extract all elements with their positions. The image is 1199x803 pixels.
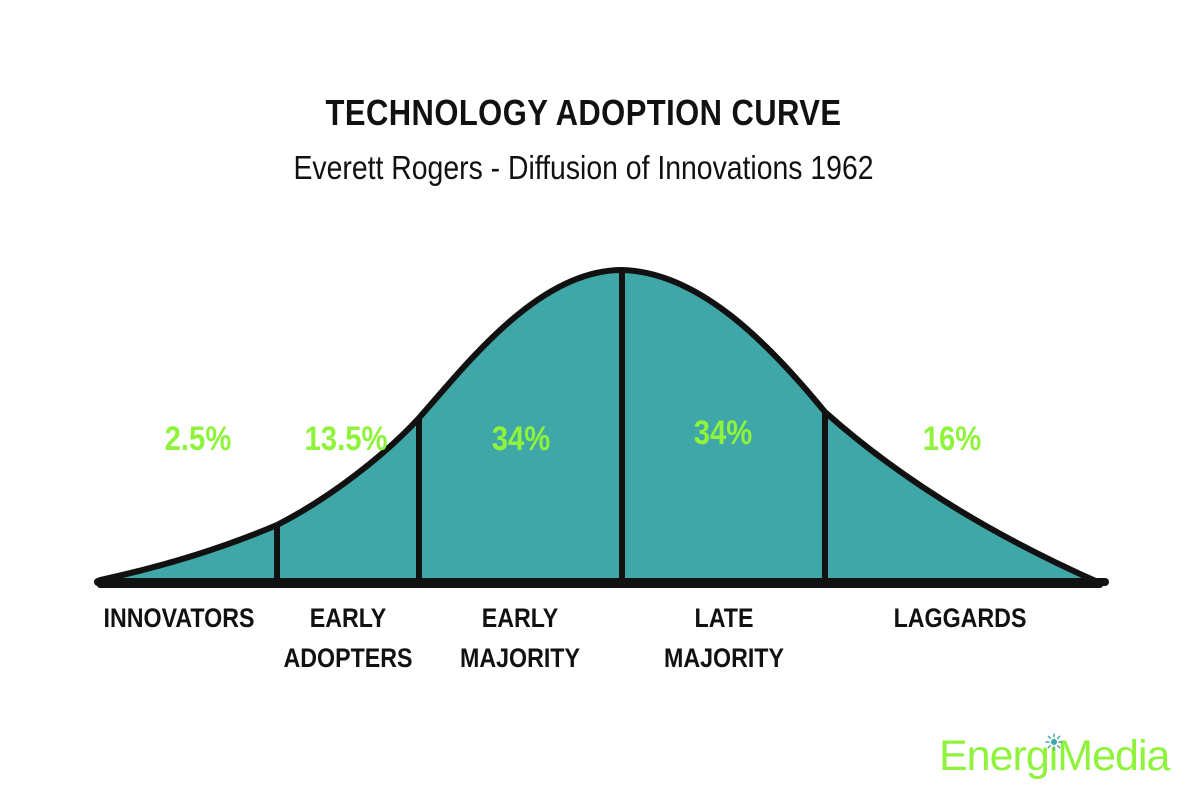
sunburst-icon bbox=[1045, 733, 1063, 751]
percent-innovators: 2.5% bbox=[164, 420, 232, 458]
label-early-majority-line-2: MAJORITY bbox=[460, 643, 580, 673]
label-early-majority: EARLY MAJORITY bbox=[434, 598, 606, 678]
label-innovators: INNOVATORS bbox=[93, 598, 265, 638]
percent-late-majority: 34% bbox=[693, 414, 753, 452]
label-laggards-line-1: LAGGARDS bbox=[893, 603, 1027, 633]
page-title: TECHNOLOGY ADOPTION CURVE bbox=[325, 92, 842, 133]
percent-early-adopters: 13.5% bbox=[304, 420, 388, 458]
label-early-adopters-line-2: ADOPTERS bbox=[283, 643, 413, 673]
label-late-majority-line-2: MAJORITY bbox=[664, 643, 784, 673]
label-late-majority-line-1: LATE bbox=[694, 603, 754, 633]
page-subtitle: Everett Rogers - Diffusion of Innovation… bbox=[293, 149, 874, 186]
percent-laggards: 16% bbox=[922, 420, 982, 458]
label-early-adopters: EARLY ADOPTERS bbox=[262, 598, 434, 678]
label-laggards: LAGGARDS bbox=[874, 598, 1046, 638]
label-innovators-line-1: INNOVATORS bbox=[103, 603, 255, 633]
label-early-majority-line-1: EARLY bbox=[481, 603, 559, 633]
percent-early-majority: 34% bbox=[491, 420, 551, 458]
label-early-adopters-line-1: EARLY bbox=[309, 603, 387, 633]
label-late-majority: LATE MAJORITY bbox=[638, 598, 810, 678]
